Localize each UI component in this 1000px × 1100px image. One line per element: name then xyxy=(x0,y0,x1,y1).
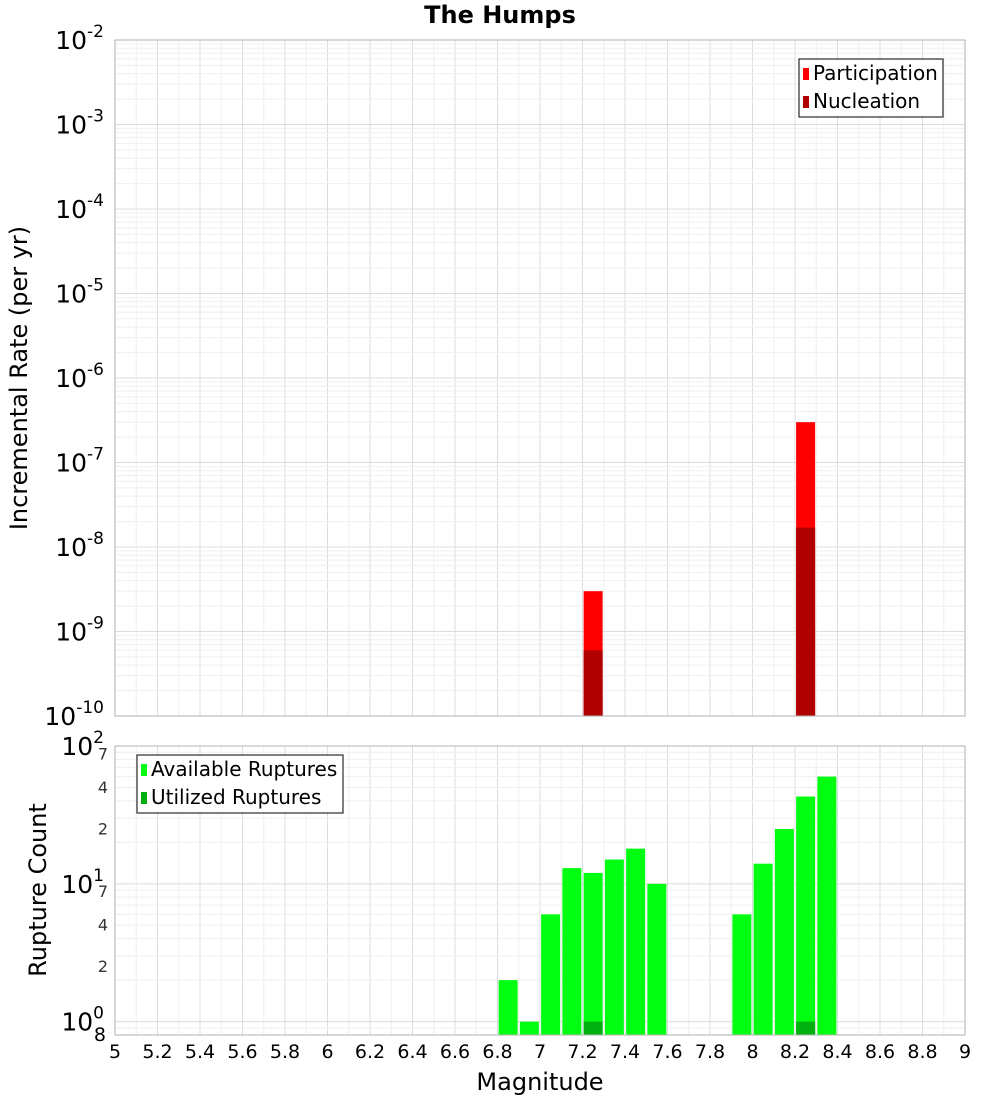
x-tick-label: 5.8 xyxy=(270,1041,300,1063)
bar-available-ruptures xyxy=(796,796,816,1035)
legend-label: Available Ruptures xyxy=(151,757,337,781)
x-tick-label: 8.8 xyxy=(907,1041,937,1063)
bar-available-ruptures xyxy=(817,776,837,1035)
bar-available-ruptures xyxy=(498,980,518,1035)
legend-swatch xyxy=(141,764,147,776)
y-minor-tick-label: 2 xyxy=(98,957,108,976)
y-tick-label: 10-3 xyxy=(55,107,104,140)
legend-label: Participation xyxy=(813,61,938,85)
bar-nucleation xyxy=(796,527,816,716)
bar-available-ruptures xyxy=(732,914,752,1035)
x-axis-label: Magnitude xyxy=(476,1068,603,1096)
y-minor-tick-label: 7 xyxy=(98,744,108,763)
y-tick-label: 10-7 xyxy=(55,445,104,478)
bar-utilized-ruptures xyxy=(796,1021,816,1035)
y-tick-label: 10-9 xyxy=(55,614,104,647)
x-tick-label: 5 xyxy=(109,1041,121,1063)
x-tick-label: 8.4 xyxy=(822,1041,852,1063)
x-tick-label: 5.2 xyxy=(142,1041,172,1063)
grid-layer xyxy=(114,39,966,1036)
bar-available-ruptures xyxy=(541,914,561,1035)
x-tick-label: 6.6 xyxy=(440,1041,470,1063)
y-minor-tick-label: 4 xyxy=(98,916,108,935)
y-tick-label: 10-6 xyxy=(55,360,104,393)
legend-swatch xyxy=(803,68,809,80)
y-tick-label: 100 xyxy=(61,1004,104,1037)
x-tick-label: 6.8 xyxy=(482,1041,512,1063)
x-tick-label: 5.4 xyxy=(185,1041,215,1063)
plot-frame xyxy=(114,745,966,1036)
x-tick-label: 8.2 xyxy=(780,1041,810,1063)
legend-label: Utilized Ruptures xyxy=(151,785,321,809)
bar-available-ruptures xyxy=(604,859,624,1035)
legend-layer: Participation Nucleation Available Rupture… xyxy=(136,58,944,814)
chart-title: The Humps xyxy=(424,1,576,29)
y-minor-tick-label: 2 xyxy=(98,819,108,838)
legend-swatch xyxy=(803,96,809,108)
frame-layer xyxy=(114,39,966,1036)
y-tick-label: 102 xyxy=(61,728,104,761)
tick-labels-layer: 10-10 10-9 10-8 10-7 10-6 10-5 10-4 10-3 10-2 100… xyxy=(44,22,971,1063)
y-axis-label-count: Rupture Count xyxy=(24,803,52,977)
bar-available-ruptures xyxy=(519,1021,539,1035)
x-tick-label: 9 xyxy=(959,1041,971,1063)
y-tick-label: 10-4 xyxy=(55,191,104,224)
y-minor-tick-label: 7 xyxy=(98,882,108,901)
x-tick-label: 8 xyxy=(746,1041,758,1063)
legend-box xyxy=(798,58,944,118)
x-tick-label: 6 xyxy=(321,1041,333,1063)
x-tick-label: 7.6 xyxy=(652,1041,682,1063)
x-tick-label: 5.6 xyxy=(227,1041,257,1063)
bar-available-ruptures xyxy=(774,828,794,1035)
bar-nucleation xyxy=(583,650,603,716)
bar-available-ruptures xyxy=(753,863,773,1035)
bars-layer xyxy=(498,422,837,1035)
y-tick-label: 101 xyxy=(61,866,104,899)
legend-label: Nucleation xyxy=(813,89,920,113)
x-tick-label: 8.6 xyxy=(865,1041,895,1063)
x-tick-label: 6.2 xyxy=(355,1041,385,1063)
plot-frame xyxy=(114,39,966,717)
y-tick-label: 10-2 xyxy=(55,22,104,55)
x-tick-label: 6.4 xyxy=(397,1041,427,1063)
bar-available-ruptures xyxy=(562,868,582,1035)
legend-box xyxy=(136,754,344,814)
x-tick-label: 7.8 xyxy=(695,1041,725,1063)
bar-available-ruptures xyxy=(583,872,603,1035)
y-tick-label: 10-5 xyxy=(55,276,104,309)
y-minor-tick-label: 8 xyxy=(94,1024,106,1046)
bar-available-ruptures xyxy=(647,883,667,1035)
y-tick-label: 10-8 xyxy=(55,529,104,562)
y-axis-label-rate: Incremental Rate (per yr) xyxy=(5,226,33,530)
y-minor-tick-label: 4 xyxy=(98,778,108,797)
bar-available-ruptures xyxy=(626,848,646,1035)
x-tick-label: 7.2 xyxy=(567,1041,597,1063)
x-tick-label: 7.4 xyxy=(610,1041,640,1063)
y-tick-label: 10-10 xyxy=(44,698,104,731)
bar-utilized-ruptures xyxy=(583,1021,603,1035)
x-tick-label: 7 xyxy=(534,1041,546,1063)
legend-swatch xyxy=(141,792,147,804)
